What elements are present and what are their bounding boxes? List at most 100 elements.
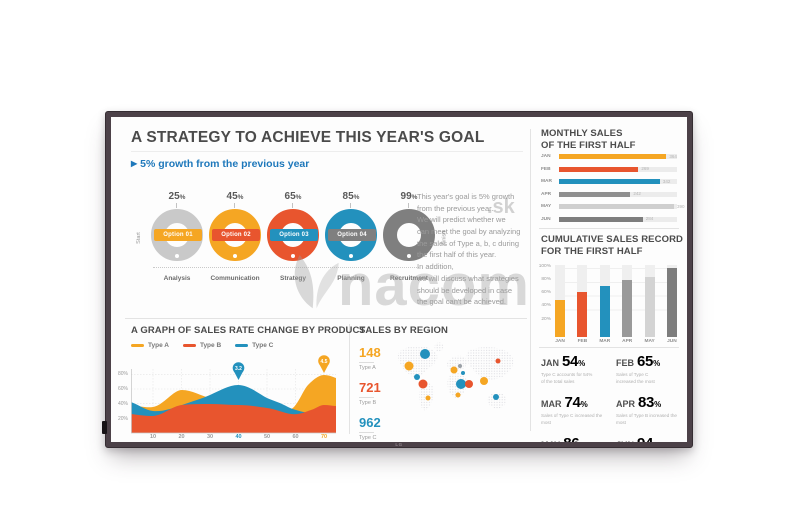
- region-marker: [461, 371, 465, 375]
- product-chart-title: A GRAPH OF SALES RATE CHANGE BY PRODUCT: [131, 325, 366, 336]
- y-tick: 80%: [117, 371, 128, 377]
- region-marker: [425, 395, 431, 401]
- stat-percent: 86%: [563, 435, 586, 442]
- stat-divider: [359, 362, 374, 363]
- step-tick: [408, 203, 409, 208]
- step-percent: 25%: [168, 191, 186, 202]
- legend-item: Type B: [182, 342, 221, 349]
- cumulative-bar-column: MAY: [644, 265, 655, 345]
- monthly-bar-row: MAR 342: [541, 179, 677, 184]
- y-tick: 40%: [117, 401, 128, 407]
- monthly-sales-title: MONTHLY SALES OF THE FIRST HALF: [541, 128, 636, 151]
- monthly-bar-row: APR 242: [541, 191, 677, 197]
- process-step: 25% Analysis: [149, 191, 205, 282]
- stat-cell: JAN 54% Type C accounts for 54% of the t…: [541, 353, 593, 384]
- growth-subtitle: ▶ 5% growth from the previous year: [131, 158, 310, 170]
- bar-value: 269: [641, 166, 649, 171]
- bar-track: 364: [559, 154, 677, 159]
- region-marker: [418, 379, 428, 389]
- y-tick: 40%: [541, 303, 551, 309]
- cumulative-bar-column: APR: [622, 265, 632, 345]
- annotation-pin-blue: 3.2: [232, 362, 245, 380]
- region-marker: [495, 358, 501, 364]
- y-tick: 100%: [538, 263, 551, 269]
- bar-fill: [555, 299, 565, 337]
- step-label: Communication: [210, 275, 260, 282]
- bar-track: [644, 265, 655, 337]
- bar-track: 284: [559, 216, 677, 222]
- world-map: [397, 342, 514, 411]
- x-tick: 60: [292, 434, 299, 440]
- x-tick: 20: [178, 434, 185, 440]
- area-chart-y-axis: 80% 60% 40% 20%: [113, 371, 128, 422]
- region-marker: [493, 394, 499, 400]
- x-tick: 70: [320, 434, 328, 440]
- stat-percent: 54%: [562, 353, 585, 370]
- lg-logo: LG: [395, 442, 403, 447]
- region-marker: [458, 364, 462, 368]
- region-markers: [404, 349, 501, 401]
- process-step: 85% Option 03 Planning: [270, 191, 379, 282]
- step-percent: 85%: [342, 191, 360, 202]
- x-tick: 50: [263, 434, 271, 440]
- step-tick: [234, 203, 235, 208]
- svg-text:3.2: 3.2: [235, 366, 242, 372]
- svg-text:4.5: 4.5: [321, 359, 328, 365]
- bar-track: [622, 265, 633, 337]
- stat-cell: MAR 74% Sales of Type C increased the mo…: [541, 393, 603, 425]
- page-title: A STRATEGY TO ACHIEVE THIS YEAR'S GOAL: [131, 129, 485, 146]
- bar-fill: [559, 204, 675, 209]
- right-divider-1: [539, 228, 679, 229]
- stat-divider: [359, 397, 374, 398]
- region-marker: [450, 366, 458, 374]
- stat-percent: 65%: [637, 353, 660, 370]
- region-stat: 721 Type B: [359, 380, 381, 406]
- step-percent: 45%: [226, 191, 244, 202]
- monthly-sales-bars: JAN 364 FEB 269: [541, 154, 685, 222]
- bar-track: 390: [559, 204, 685, 209]
- step-label: Planning: [337, 275, 365, 282]
- left-horizontal-divider: [125, 318, 527, 319]
- stat-cell: JUN 94% Sales of Type B increased the mo…: [616, 435, 681, 442]
- series-type-b-area: [131, 404, 336, 433]
- step-label: Recruitment: [390, 275, 428, 282]
- area-chart-x-axis: 10 20 30 40 50 60 70: [147, 434, 330, 440]
- step-option-ribbon: Option 04: [328, 229, 376, 241]
- monthly-bar-row: JUN 284: [541, 216, 677, 222]
- step-label: Strategy: [279, 275, 306, 282]
- bar-track: [577, 265, 588, 337]
- monthly-bar-row: FEB 269: [541, 166, 677, 172]
- step-tick: [350, 203, 351, 208]
- stat-percent: 83%: [638, 393, 661, 411]
- step-icon: [230, 251, 240, 261]
- x-tick: 10: [149, 434, 157, 440]
- region-marker: [480, 377, 488, 385]
- goal-paragraph: This year's goal is 5% growth from the p…: [417, 192, 521, 307]
- monthly-bar-row: MAY 390: [541, 203, 685, 209]
- region-marker: [404, 361, 414, 371]
- y-tick: 20%: [541, 316, 551, 322]
- region-stat: 148 Type A: [359, 345, 381, 371]
- power-sensor-tab[interactable]: [102, 421, 107, 434]
- legend-item: Type C: [235, 342, 273, 349]
- cumulative-y-axis: 100% 80% 60% 40% 20%: [535, 264, 551, 322]
- cumulative-bar-column: FEB: [577, 265, 588, 345]
- step-icon: [172, 251, 182, 261]
- bar-fill: [599, 285, 610, 337]
- start-label: Start: [135, 232, 142, 244]
- y-tick: 80%: [541, 276, 551, 282]
- region-marker: [465, 380, 473, 388]
- legend-item: Type A: [131, 342, 169, 349]
- arrow-right-icon: ▶: [131, 159, 138, 168]
- x-tick: 30: [206, 434, 214, 440]
- main-vertical-divider: [530, 129, 531, 431]
- bar-value: 364: [669, 153, 677, 159]
- annotation-pin-orange: 4.5: [318, 355, 330, 373]
- cumulative-bar-column: JAN: [555, 265, 565, 345]
- bar-value: 390: [677, 203, 685, 209]
- stat-cell: FEB 65% Sales of Type C increased the mo…: [616, 353, 660, 384]
- bar-track: 342: [559, 179, 677, 184]
- steps-dotted-line: [153, 267, 419, 268]
- step-percent: 65%: [284, 191, 302, 202]
